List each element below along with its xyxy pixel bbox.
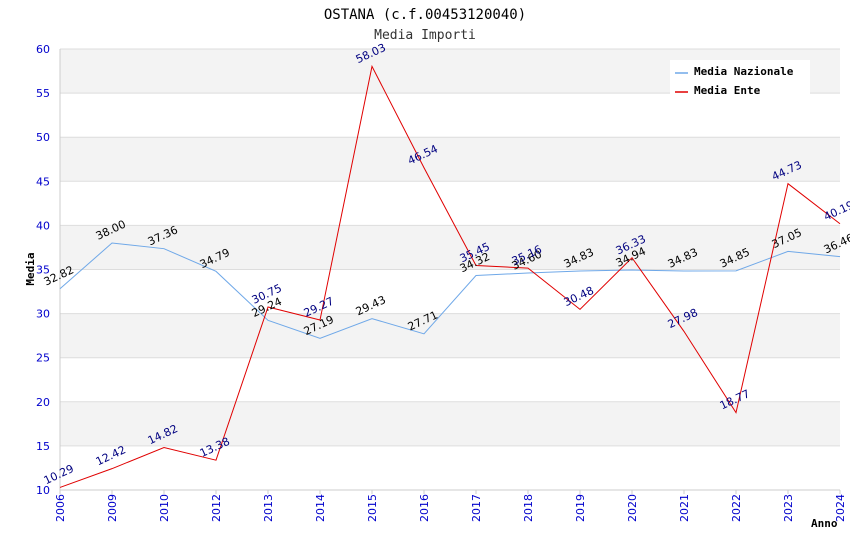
x-tick-label: 2009 — [106, 494, 119, 522]
y-tick-label: 55 — [36, 87, 50, 100]
y-axis-ticks: 10 15 20 25 30 35 40 45 50 55 60 — [36, 43, 50, 497]
x-tick-label: 2006 — [54, 494, 67, 522]
y-axis-label: Media — [24, 252, 37, 285]
grid-bands — [60, 49, 840, 490]
grid-band — [60, 93, 840, 138]
series-line-nazionale — [59, 242, 841, 339]
legend-label-nazionale: Media Nazionale — [694, 65, 794, 78]
chart-subtitle: Media Importi — [374, 28, 476, 43]
x-tick-label: 2016 — [418, 494, 431, 522]
x-tick-label: 2023 — [782, 494, 795, 522]
x-axis-label: Anno — [811, 517, 838, 530]
x-tick-label: 2021 — [678, 494, 691, 522]
y-tick-label: 50 — [36, 131, 50, 144]
y-tick-label: 20 — [36, 396, 50, 409]
grid-band — [60, 313, 840, 358]
x-tick-label: 2017 — [470, 494, 483, 522]
grid-band — [60, 445, 840, 490]
y-tick-label: 40 — [36, 219, 50, 232]
x-axis-ticks: 2006 2009 2010 2012 2013 2014 2015 2016 2017 2018… — [54, 494, 847, 522]
y-tick-label: 60 — [36, 43, 50, 56]
series-line-ente — [59, 64, 841, 488]
x-tick-label: 2020 — [626, 494, 639, 522]
x-tick-label: 2018 — [522, 494, 535, 522]
grid-band — [60, 357, 840, 402]
grid-band — [60, 181, 840, 226]
y-tick-label: 45 — [36, 175, 50, 188]
legend-box — [670, 60, 810, 100]
grid-band — [60, 401, 840, 446]
x-tick-label: 2013 — [262, 494, 275, 522]
x-tick-label: 2022 — [730, 494, 743, 522]
grid-band — [60, 137, 840, 182]
legend-label-ente: Media Ente — [694, 84, 761, 97]
grid-band — [60, 269, 840, 314]
grid-band — [60, 225, 840, 270]
y-tick-label: 35 — [36, 264, 50, 277]
x-tick-label: 2015 — [366, 494, 379, 522]
y-tick-label: 30 — [36, 308, 50, 321]
legend: Media Nazionale Media Ente — [670, 60, 810, 100]
x-tick-label: 2010 — [158, 494, 171, 522]
x-tick-label: 2014 — [314, 494, 327, 522]
chart-title: OSTANA (c.f.00453120040) — [324, 7, 526, 23]
x-tick-label: 2024 — [834, 494, 847, 522]
grid-lines — [59, 48, 841, 494]
series-lines — [59, 64, 841, 488]
x-tick-label: 2012 — [210, 494, 223, 522]
y-tick-label: 25 — [36, 352, 50, 365]
y-tick-label: 15 — [36, 440, 50, 453]
y-tick-label: 10 — [36, 484, 50, 497]
x-tick-label: 2019 — [574, 494, 587, 522]
